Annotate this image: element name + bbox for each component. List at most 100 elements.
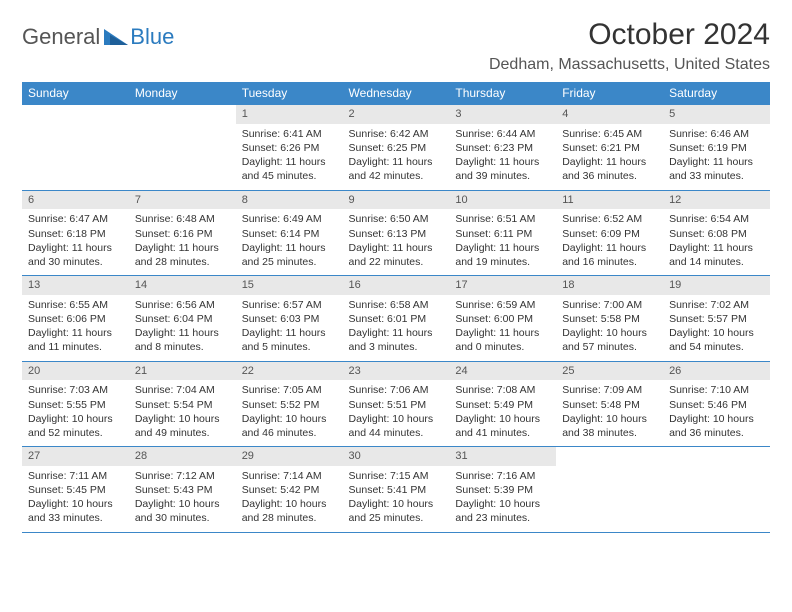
sunset-text: Sunset: 5:48 PM xyxy=(562,398,657,412)
sunset-text: Sunset: 5:41 PM xyxy=(349,483,444,497)
day-number: 3 xyxy=(449,105,556,124)
weekday-header-row: Sunday Monday Tuesday Wednesday Thursday… xyxy=(22,82,770,105)
day-body: Sunrise: 7:00 AMSunset: 5:58 PMDaylight:… xyxy=(556,295,663,361)
sunrise-text: Sunrise: 7:16 AM xyxy=(455,469,550,483)
sunset-text: Sunset: 6:23 PM xyxy=(455,141,550,155)
day-number: 29 xyxy=(236,447,343,466)
day-body: Sunrise: 6:51 AMSunset: 6:11 PMDaylight:… xyxy=(449,209,556,275)
day-body: Sunrise: 7:12 AMSunset: 5:43 PMDaylight:… xyxy=(129,466,236,532)
daylight-text: Daylight: 11 hours and 14 minutes. xyxy=(669,241,764,269)
day-body: Sunrise: 7:11 AMSunset: 5:45 PMDaylight:… xyxy=(22,466,129,532)
month-title: October 2024 xyxy=(489,18,770,52)
day-number: 16 xyxy=(343,276,450,295)
title-block: October 2024 Dedham, Massachusetts, Unit… xyxy=(489,18,770,74)
sunrise-text: Sunrise: 6:45 AM xyxy=(562,127,657,141)
sunset-text: Sunset: 6:21 PM xyxy=(562,141,657,155)
day-cell: 26Sunrise: 7:10 AMSunset: 5:46 PMDayligh… xyxy=(663,361,770,447)
day-number: 6 xyxy=(22,191,129,210)
weekday-header: Thursday xyxy=(449,82,556,105)
day-body xyxy=(22,109,129,163)
day-number: 17 xyxy=(449,276,556,295)
daylight-text: Daylight: 10 hours and 25 minutes. xyxy=(349,497,444,525)
day-cell: 21Sunrise: 7:04 AMSunset: 5:54 PMDayligh… xyxy=(129,361,236,447)
day-body: Sunrise: 6:59 AMSunset: 6:00 PMDaylight:… xyxy=(449,295,556,361)
day-body: Sunrise: 7:10 AMSunset: 5:46 PMDaylight:… xyxy=(663,380,770,446)
day-cell: 20Sunrise: 7:03 AMSunset: 5:55 PMDayligh… xyxy=(22,361,129,447)
day-cell: 4Sunrise: 6:45 AMSunset: 6:21 PMDaylight… xyxy=(556,105,663,191)
daylight-text: Daylight: 11 hours and 30 minutes. xyxy=(28,241,123,269)
day-cell: 10Sunrise: 6:51 AMSunset: 6:11 PMDayligh… xyxy=(449,190,556,276)
sunrise-text: Sunrise: 6:42 AM xyxy=(349,127,444,141)
daylight-text: Daylight: 11 hours and 39 minutes. xyxy=(455,155,550,183)
day-cell: 12Sunrise: 6:54 AMSunset: 6:08 PMDayligh… xyxy=(663,190,770,276)
weekday-header: Wednesday xyxy=(343,82,450,105)
day-body: Sunrise: 6:45 AMSunset: 6:21 PMDaylight:… xyxy=(556,124,663,190)
day-cell: 16Sunrise: 6:58 AMSunset: 6:01 PMDayligh… xyxy=(343,276,450,362)
sunrise-text: Sunrise: 7:05 AM xyxy=(242,383,337,397)
sunrise-text: Sunrise: 6:51 AM xyxy=(455,212,550,226)
day-number: 12 xyxy=(663,191,770,210)
daylight-text: Daylight: 11 hours and 22 minutes. xyxy=(349,241,444,269)
logo-triangle-icon xyxy=(104,27,128,47)
sunset-text: Sunset: 6:26 PM xyxy=(242,141,337,155)
day-body: Sunrise: 6:56 AMSunset: 6:04 PMDaylight:… xyxy=(129,295,236,361)
day-body: Sunrise: 7:02 AMSunset: 5:57 PMDaylight:… xyxy=(663,295,770,361)
daylight-text: Daylight: 11 hours and 36 minutes. xyxy=(562,155,657,183)
day-number: 4 xyxy=(556,105,663,124)
sunset-text: Sunset: 5:58 PM xyxy=(562,312,657,326)
daylight-text: Daylight: 11 hours and 19 minutes. xyxy=(455,241,550,269)
day-number: 8 xyxy=(236,191,343,210)
sunset-text: Sunset: 6:13 PM xyxy=(349,227,444,241)
week-row: 1Sunrise: 6:41 AMSunset: 6:26 PMDaylight… xyxy=(22,105,770,191)
sunset-text: Sunset: 6:04 PM xyxy=(135,312,230,326)
sunrise-text: Sunrise: 6:50 AM xyxy=(349,212,444,226)
day-cell: 8Sunrise: 6:49 AMSunset: 6:14 PMDaylight… xyxy=(236,190,343,276)
sunrise-text: Sunrise: 7:15 AM xyxy=(349,469,444,483)
location-subtitle: Dedham, Massachusetts, United States xyxy=(489,56,770,74)
daylight-text: Daylight: 11 hours and 25 minutes. xyxy=(242,241,337,269)
sunrise-text: Sunrise: 7:09 AM xyxy=(562,383,657,397)
day-number: 20 xyxy=(22,362,129,381)
day-cell: 18Sunrise: 7:00 AMSunset: 5:58 PMDayligh… xyxy=(556,276,663,362)
sunset-text: Sunset: 6:18 PM xyxy=(28,227,123,241)
header: General Blue October 2024 Dedham, Massac… xyxy=(22,18,770,74)
day-body: Sunrise: 7:09 AMSunset: 5:48 PMDaylight:… xyxy=(556,380,663,446)
sunset-text: Sunset: 6:01 PM xyxy=(349,312,444,326)
day-number: 26 xyxy=(663,362,770,381)
daylight-text: Daylight: 11 hours and 45 minutes. xyxy=(242,155,337,183)
sunrise-text: Sunrise: 6:48 AM xyxy=(135,212,230,226)
day-body: Sunrise: 6:44 AMSunset: 6:23 PMDaylight:… xyxy=(449,124,556,190)
daylight-text: Daylight: 11 hours and 0 minutes. xyxy=(455,326,550,354)
sunset-text: Sunset: 6:16 PM xyxy=(135,227,230,241)
sunset-text: Sunset: 5:57 PM xyxy=(669,312,764,326)
daylight-text: Daylight: 10 hours and 54 minutes. xyxy=(669,326,764,354)
daylight-text: Daylight: 10 hours and 38 minutes. xyxy=(562,412,657,440)
day-cell xyxy=(556,447,663,533)
day-number: 18 xyxy=(556,276,663,295)
daylight-text: Daylight: 11 hours and 5 minutes. xyxy=(242,326,337,354)
day-number: 13 xyxy=(22,276,129,295)
logo: General Blue xyxy=(22,24,174,50)
sunrise-text: Sunrise: 6:44 AM xyxy=(455,127,550,141)
daylight-text: Daylight: 11 hours and 11 minutes. xyxy=(28,326,123,354)
daylight-text: Daylight: 10 hours and 36 minutes. xyxy=(669,412,764,440)
day-body: Sunrise: 6:54 AMSunset: 6:08 PMDaylight:… xyxy=(663,209,770,275)
day-body: Sunrise: 7:16 AMSunset: 5:39 PMDaylight:… xyxy=(449,466,556,532)
day-body xyxy=(556,451,663,505)
day-number: 7 xyxy=(129,191,236,210)
logo-text-general: General xyxy=(22,24,100,50)
sunrise-text: Sunrise: 6:55 AM xyxy=(28,298,123,312)
day-number: 5 xyxy=(663,105,770,124)
day-body: Sunrise: 7:03 AMSunset: 5:55 PMDaylight:… xyxy=(22,380,129,446)
daylight-text: Daylight: 10 hours and 44 minutes. xyxy=(349,412,444,440)
daylight-text: Daylight: 10 hours and 41 minutes. xyxy=(455,412,550,440)
sunset-text: Sunset: 5:43 PM xyxy=(135,483,230,497)
sunset-text: Sunset: 5:54 PM xyxy=(135,398,230,412)
sunset-text: Sunset: 5:39 PM xyxy=(455,483,550,497)
day-cell: 11Sunrise: 6:52 AMSunset: 6:09 PMDayligh… xyxy=(556,190,663,276)
sunrise-text: Sunrise: 7:10 AM xyxy=(669,383,764,397)
daylight-text: Daylight: 10 hours and 57 minutes. xyxy=(562,326,657,354)
day-number: 25 xyxy=(556,362,663,381)
daylight-text: Daylight: 11 hours and 33 minutes. xyxy=(669,155,764,183)
day-cell: 14Sunrise: 6:56 AMSunset: 6:04 PMDayligh… xyxy=(129,276,236,362)
